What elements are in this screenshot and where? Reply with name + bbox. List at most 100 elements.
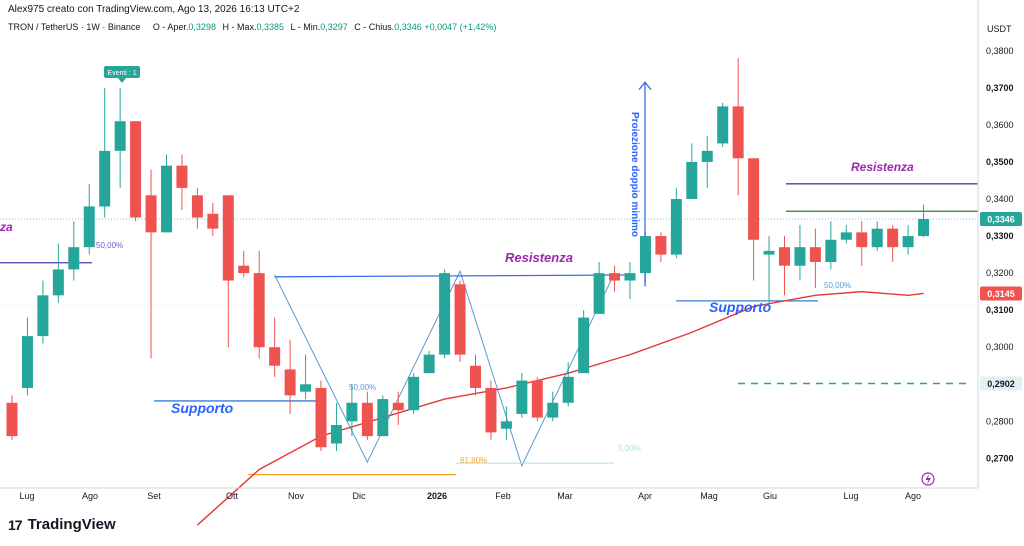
tradingview-logo[interactable]: 17 TradingView — [8, 516, 116, 533]
candle-up — [300, 384, 312, 392]
price-tick-label: 0,2800 — [986, 416, 1014, 426]
event-badge-pointer-icon — [118, 78, 126, 83]
time-tick-label: Mar — [557, 491, 573, 501]
support-label: Supporto — [709, 299, 772, 315]
change-value: +0,0047 (+1,42%) — [424, 22, 497, 32]
price-tick-label: 0,2700 — [986, 453, 1014, 463]
arrow-head-icon — [638, 81, 652, 91]
candle-down — [748, 158, 760, 240]
open-label: O - Aper. — [152, 22, 189, 32]
fib-label: 50,00% — [824, 281, 851, 290]
candle-up — [114, 121, 126, 151]
candle-down — [531, 380, 543, 418]
price-unit: USDT — [987, 24, 1012, 34]
candle-up — [408, 376, 420, 411]
fib-label: 61,80% — [460, 456, 487, 465]
candle-up — [871, 228, 883, 248]
price-tick-label: 0,3100 — [986, 305, 1014, 315]
candle-up — [593, 273, 605, 314]
event-badge — [104, 66, 140, 78]
price-tick-label: 0,3800 — [986, 46, 1014, 56]
candle-up — [99, 150, 111, 207]
fib-label: 5,00% — [618, 444, 641, 453]
open-value: 0,3298 — [188, 22, 216, 32]
candle-down — [222, 195, 234, 281]
candle-down — [809, 247, 821, 262]
candle-up — [377, 399, 389, 437]
price-tick-label: 0,3600 — [986, 120, 1014, 130]
candle-down — [454, 284, 466, 355]
candle-up — [902, 236, 914, 248]
event-badge-label: Eventi : 1 — [107, 70, 136, 77]
legend-line: TRON / TetherUS · 1W · Binance O - Aper.… — [8, 22, 496, 32]
candle-down — [269, 347, 281, 366]
symbol-label: TRON / TetherUS · 1W · Binance — [8, 22, 141, 32]
low-label: L - Min. — [290, 22, 321, 32]
candle-down — [887, 228, 899, 248]
candle-up — [346, 402, 358, 422]
candle-up — [37, 295, 49, 337]
candle-down — [609, 273, 621, 281]
candle-up — [423, 354, 435, 374]
candles — [6, 58, 930, 451]
price-tick-label: 0,3000 — [986, 342, 1014, 352]
time-tick-label: Dic — [353, 491, 366, 501]
close-value: 0,3346 — [394, 22, 422, 32]
time-tick-label: Nov — [288, 491, 305, 501]
candle-up — [840, 232, 852, 240]
candle-up — [547, 402, 559, 418]
logo-text: TradingView — [27, 516, 116, 533]
candle-down — [392, 402, 404, 411]
candle-up — [578, 317, 590, 374]
support-label: Supporto — [171, 400, 234, 416]
candle-down — [176, 165, 188, 188]
candle-up — [639, 236, 651, 274]
fib-label: 50,00% — [349, 383, 376, 392]
candle-up — [717, 106, 729, 144]
candle-up — [516, 380, 528, 414]
price-tick-label: 0,3700 — [986, 83, 1014, 93]
candle-down — [207, 213, 219, 229]
candle-up — [794, 247, 806, 266]
candle-up — [161, 165, 172, 233]
ma-price-tag-text: 0,3145 — [987, 289, 1015, 299]
candle-down — [6, 402, 18, 437]
candle-down — [779, 247, 790, 266]
ma-price-tag — [980, 286, 1022, 301]
price-tick-label: 0,3200 — [986, 268, 1014, 278]
time-tick-label: Ott — [226, 491, 239, 501]
price-tick-label: 0,3400 — [986, 194, 1014, 204]
candle-up — [825, 239, 837, 262]
high-label: H - Max. — [222, 22, 257, 32]
projection-label: Proiezione doppio minimo — [629, 112, 640, 237]
candle-down — [655, 236, 667, 255]
time-tick-label: 2026 — [427, 491, 447, 501]
candle-up — [83, 206, 95, 248]
candle-down — [238, 265, 250, 274]
time-tick-label: Set — [147, 491, 161, 501]
time-tick-label: Feb — [495, 491, 511, 501]
candle-down — [253, 273, 265, 348]
lightning-icon — [921, 472, 935, 486]
last-price-tag — [980, 212, 1022, 227]
time-tick-label: Ago — [82, 491, 98, 501]
candle-up — [624, 273, 636, 281]
candle-down — [361, 402, 373, 437]
candle-down — [130, 121, 142, 218]
target-price-tag-text: 0,2902 — [987, 379, 1015, 389]
target-price-tag — [980, 376, 1022, 391]
candle-down — [732, 106, 744, 159]
logo-mark-icon: 17 — [8, 516, 23, 533]
candle-up — [52, 269, 64, 296]
candle-down — [191, 195, 203, 218]
time-axis: Lug Ago Set Ott Nov Dic 2026 Feb Mar Apr Mag Giu Lug… — [0, 487, 978, 501]
candle-up — [763, 250, 775, 255]
close-label: C - Chius. — [354, 22, 395, 32]
candle-down — [485, 387, 497, 433]
time-tick-label: Mag — [700, 491, 718, 501]
candle-down — [856, 232, 868, 248]
candle-up — [68, 247, 80, 270]
price-tick-label: 0,3500 — [986, 157, 1014, 167]
candle-up — [562, 376, 574, 403]
